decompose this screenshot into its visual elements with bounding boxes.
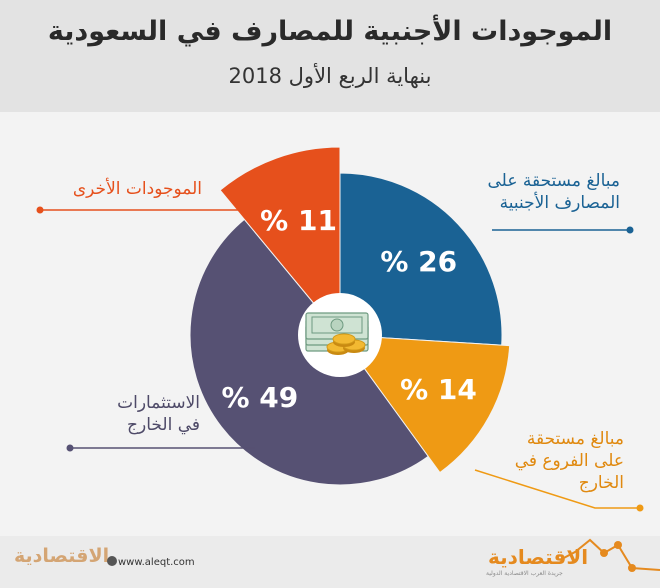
- leader-dot-foreign-banks: [626, 226, 634, 234]
- slice-value-branches-abroad: % 14: [400, 373, 477, 406]
- money-icon: [305, 312, 369, 355]
- leader-dot-other-assets: [36, 206, 44, 214]
- pie-slice-other-assets: [219, 146, 341, 337]
- brand-logo-right: الاقتصادية: [488, 545, 589, 569]
- header-band: [0, 0, 660, 112]
- slice-label-branches-abroad: مبالغ مستحقة على الفروع في الخارج: [514, 429, 624, 493]
- pie-slice-branches-abroad: [338, 334, 511, 474]
- website-link[interactable]: www.aleqt.com: [118, 557, 195, 568]
- leader-line-branches-abroad: [474, 469, 640, 509]
- slice-value-foreign-banks: % 26: [380, 245, 457, 278]
- leader-dot-investments-abroad: [66, 444, 74, 452]
- slice-label-foreign-banks: مبالغ مستحقة على المصارف الأجنبية: [487, 171, 620, 213]
- brand-tagline: جريدة العرب الاقتصادية الدولية: [486, 570, 563, 577]
- slice-label-other-assets: الموجودات الأخرى: [72, 179, 202, 199]
- slice-value-investments-abroad: % 49: [221, 381, 298, 414]
- brand-logo-left: الاقتصادية: [14, 545, 110, 567]
- pie-slice-foreign-banks: [339, 172, 503, 346]
- chart-title: الموجودات الأجنبية للمصارف في السعودية: [47, 16, 613, 47]
- leader-dot-branches-abroad: [636, 504, 644, 512]
- slice-label-investments-abroad: الاستثمارات في الخارج: [117, 393, 200, 435]
- chart-subtitle: بنهاية الربع الأول 2018: [228, 64, 432, 88]
- slice-value-other-assets: % 11: [260, 204, 337, 237]
